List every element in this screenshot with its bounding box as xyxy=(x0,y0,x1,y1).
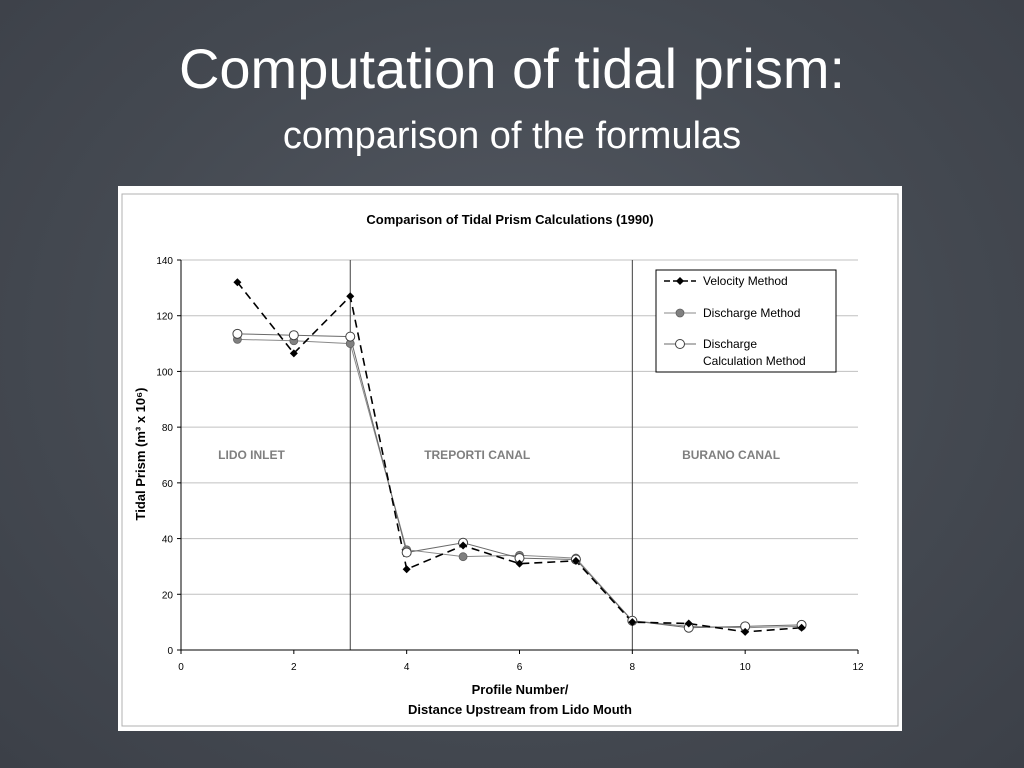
legend-label-discharge: Discharge Method xyxy=(703,306,800,320)
point-discharge-calculation xyxy=(345,331,356,342)
y-tick-label: 0 xyxy=(167,646,173,657)
y-tick-label: 120 xyxy=(156,312,173,323)
region-label: LIDO INLET xyxy=(218,448,285,462)
y-tick-label: 140 xyxy=(156,256,173,267)
y-tick-label: 80 xyxy=(162,423,174,434)
x-tick-label: 10 xyxy=(740,662,752,673)
figure-frame xyxy=(121,193,899,727)
x-axis-label-line1: Profile Number/ xyxy=(472,682,569,697)
legend-label-discharge-calculation-1: Discharge xyxy=(703,337,757,351)
tidal-prism-chart: Comparison of Tidal Prism Calculations (… xyxy=(121,193,899,727)
x-tick-label: 4 xyxy=(404,662,410,673)
x-tick-label: 0 xyxy=(178,662,184,673)
point-velocity xyxy=(741,627,750,636)
legend-marker-discharge xyxy=(675,308,685,318)
point-velocity xyxy=(346,292,355,301)
series-line-discharge-calculation xyxy=(237,333,802,629)
x-tick-label: 8 xyxy=(630,662,636,673)
axis-layer: 0 20 40 60 80 100 120 140 0 2 4 6 8 10 12 xyxy=(156,256,864,673)
point-velocity xyxy=(684,619,693,628)
legend-label-velocity: Velocity Method xyxy=(703,274,788,288)
chart-figure: Comparison of Tidal Prism Calculations (… xyxy=(118,186,902,731)
point-velocity xyxy=(459,541,468,550)
x-axis-label-line2: Distance Upstream from Lido Mouth xyxy=(408,702,632,717)
slide-subtitle: comparison of the formulas xyxy=(282,115,742,157)
y-tick-label: 100 xyxy=(156,367,173,378)
region-label: TREPORTI CANAL xyxy=(424,448,530,462)
x-tick-label: 12 xyxy=(852,662,864,673)
legend-box xyxy=(655,269,837,373)
series-layer xyxy=(232,278,807,636)
y-tick-label: 40 xyxy=(162,535,174,546)
slide-title: Computation of tidal prism: xyxy=(178,37,846,100)
legend-marker-discharge-calculation xyxy=(675,339,685,349)
series-line-velocity xyxy=(236,281,802,633)
y-tick-label: 20 xyxy=(162,590,174,601)
x-tick-label: 6 xyxy=(517,662,523,673)
point-velocity xyxy=(289,349,298,358)
y-tick-label: 60 xyxy=(162,479,174,490)
series-line-discharge xyxy=(237,338,802,629)
grid-layer: LIDO INLET TREPORTI CANAL BURANO CANAL xyxy=(181,259,858,650)
legend: Velocity Method Discharge Method Discharge… xyxy=(655,269,837,373)
point-velocity xyxy=(797,623,806,632)
point-discharge xyxy=(458,552,468,562)
y-axis-label: Tidal Prism (m³ x 10⁶) xyxy=(133,388,148,521)
point-discharge-calculation xyxy=(288,330,299,341)
point-velocity xyxy=(571,556,580,565)
legend-marker-velocity xyxy=(676,277,684,285)
legend-label-discharge-calculation-2: Calculation Method xyxy=(703,354,806,368)
point-velocity xyxy=(515,559,524,568)
point-velocity xyxy=(402,565,411,574)
region-label: BURANO CANAL xyxy=(682,448,780,462)
x-tick-label: 2 xyxy=(291,662,297,673)
chart-title: Comparison of Tidal Prism Calculations (… xyxy=(366,212,653,227)
point-discharge-calculation xyxy=(232,328,243,339)
point-velocity xyxy=(233,278,242,287)
point-velocity xyxy=(628,618,637,627)
point-discharge-calculation xyxy=(401,547,412,558)
